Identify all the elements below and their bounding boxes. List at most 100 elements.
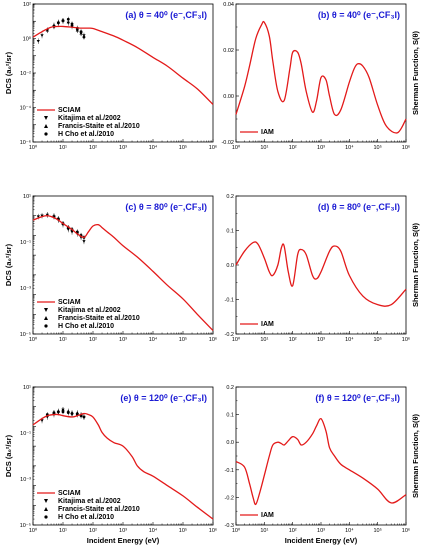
y-tick-label: -0.2 [225,332,234,338]
y-tick-label: -0.02 [221,140,234,146]
x-tick-label: 10³ [317,145,325,151]
y-tick-label: 10⁻⁴ [20,105,32,112]
x-tick-label: 10⁴ [149,527,158,534]
y-tick-label: 10¹ [23,194,31,200]
x-tick-label: 10² [89,337,97,343]
series-line-iam [235,418,407,506]
x-tick-label: 10¹ [260,528,268,534]
x-tick-label: 10⁴ [149,336,158,343]
y-tick-label: 10⁻² [20,71,31,77]
legend-label: IAM [261,512,274,519]
y-tick-label: -0.1 [225,298,234,304]
x-tick-label: 10⁶ [402,336,410,343]
x-tick-label: 10³ [119,337,127,343]
legend-label: Kitajima et al./2002 [58,115,121,122]
panel-title: (c) θ = 80⁰ (e⁻,CF₃I) [125,202,207,212]
y-axis-label: Sherman Function, S(θ) [411,30,420,115]
x-tick-label: 10⁵ [373,144,381,151]
y-axis-label: Sherman Function, S(θ) [411,413,420,498]
x-tick-label: 10¹ [260,337,268,343]
y-tick-label: -0.3 [225,523,234,529]
legend-marker-cho [44,515,48,519]
x-tick-label: 10⁴ [149,144,158,151]
legend-label: Francis-Staite et al./2010 [58,506,140,513]
x-axis-label-left: Incident Energy (eV) [87,536,160,545]
y-tick-label: 0.00 [223,94,234,100]
series-line-sciam [32,25,214,105]
x-tick-label: 10³ [317,528,325,534]
x-tick-label: 10⁰ [29,527,38,534]
y-tick-label: 10² [23,2,31,8]
legend-label: SCIAM [58,299,81,306]
legend-marker-francis [44,124,48,128]
legend-marker-kitajima [44,499,48,503]
x-tick-label: 10⁰ [232,527,241,534]
y-tick-label: 10⁰ [23,36,32,43]
y-axis-label: Sherman Function, S(θ) [411,222,420,307]
y-tick-label: 10¹ [23,385,31,391]
x-tick-label: 10⁰ [232,144,241,151]
legend-label: H Cho et al./2010 [58,514,114,521]
x-axis-label-right: Incident Energy (eV) [285,536,358,545]
x-tick-label: 10² [89,145,97,151]
x-tick-label: 10² [289,337,297,343]
y-tick-label: 0.1 [226,229,234,235]
x-tick-label: 10¹ [59,145,67,151]
legend-label: Kitajima et al./2002 [58,307,121,314]
legend-label: H Cho et al./2010 [58,323,114,330]
y-axis-label: DCS (a₀²/sr) [4,243,13,286]
x-tick-label: 10³ [119,528,127,534]
panel-title: (a) θ = 40⁰ (e⁻,CF₃I) [125,10,207,20]
plot-frame [235,195,407,335]
y-tick-label: 10⁻¹ [20,240,31,246]
y-tick-label: -0.1 [225,468,234,474]
series-line-sciam [32,412,214,520]
y-tick-label: 0.2 [226,194,234,200]
x-tick-label: 10⁶ [209,527,217,534]
panel-title: (b) θ = 40⁰ (e⁻,CF₃I) [318,10,400,20]
plot-frame [235,3,407,143]
x-tick-label: 10⁶ [209,336,217,343]
x-tick-label: 10¹ [260,145,268,151]
x-tick-label: 10⁰ [29,144,38,151]
series-line-iam [235,20,407,134]
y-tick-label: 0.04 [223,2,234,8]
legend-label: SCIAM [58,490,81,497]
x-tick-label: 10¹ [59,337,67,343]
experimental-points [40,406,86,424]
panel-title: (d) θ = 80⁰ (e⁻,CF₃I) [318,202,400,212]
x-tick-label: 10⁰ [232,336,241,343]
panel-f [235,386,407,526]
legend-label: SCIAM [58,107,81,114]
legend-marker-kitajima [44,116,48,120]
x-tick-label: 10⁶ [402,144,410,151]
y-tick-label: 10⁻⁵ [20,331,31,338]
y-axis-label: DCS (a₀²/sr) [4,434,13,477]
x-tick-label: 10⁵ [179,336,187,343]
panel-c [32,195,214,335]
legend-label: H Cho et al./2010 [58,131,114,138]
y-tick-label: 10⁻⁵ [20,522,31,529]
plot-frame [32,195,214,335]
x-tick-label: 10⁵ [179,144,187,151]
y-tick-label: 0.0 [226,263,234,269]
x-tick-label: 10⁴ [345,336,354,343]
legend-marker-francis [44,507,48,511]
series-line-iam [235,241,407,307]
x-tick-label: 10⁶ [402,527,410,534]
panel-title: (f) θ = 120⁰ (e⁻,CF₃I) [315,393,400,403]
plot-frame [235,386,407,526]
panel-b [235,3,407,143]
y-tick-label: -0.2 [225,495,234,501]
panel-a [32,3,214,143]
x-tick-label: 10³ [119,145,127,151]
panel-e [32,386,214,526]
panel-title: (e) θ = 120⁰ (e⁻,CF₃I) [120,393,207,403]
x-tick-label: 10³ [317,337,325,343]
legend-label: Francis-Staite et al./2010 [58,123,140,130]
x-tick-label: 10² [289,145,297,151]
legend-label: IAM [261,321,274,328]
y-axis-label: DCS (a₀²/sr) [4,51,13,94]
x-tick-label: 10⁰ [29,336,38,343]
